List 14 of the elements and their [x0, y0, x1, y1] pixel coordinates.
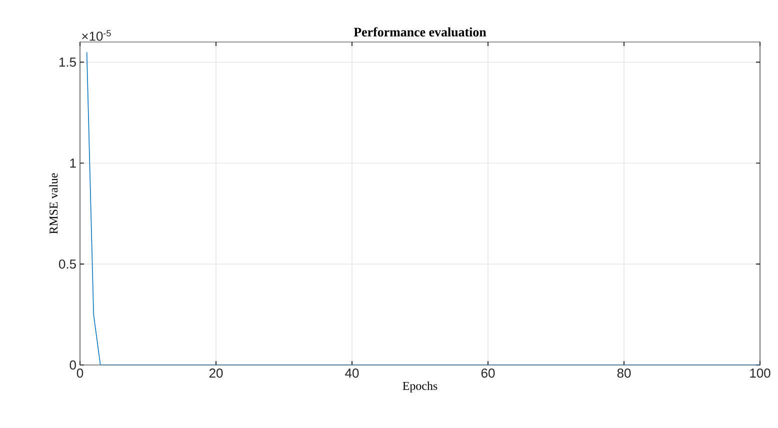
x-tick-label: 40: [345, 368, 359, 378]
x-tick-label: 60: [481, 368, 495, 378]
x-tick-label: 100: [750, 368, 770, 378]
y-axis-title: RMSE value: [49, 173, 58, 234]
x-axis-title: Epochs: [402, 382, 438, 392]
y-tick-label: 0.5: [58, 259, 76, 269]
x-tick-label: 0: [76, 368, 84, 378]
x-tick-label: 20: [209, 368, 223, 378]
chart-title: Performance evaluation: [354, 27, 486, 36]
y-tick-label: 0: [70, 360, 76, 370]
y-tick-label: 1.5: [59, 58, 76, 67]
text: ×10$^{-5}$: [82, 30, 111, 41]
y-tick-label: 1: [70, 158, 76, 168]
x-tick-label: 80: [617, 368, 631, 378]
